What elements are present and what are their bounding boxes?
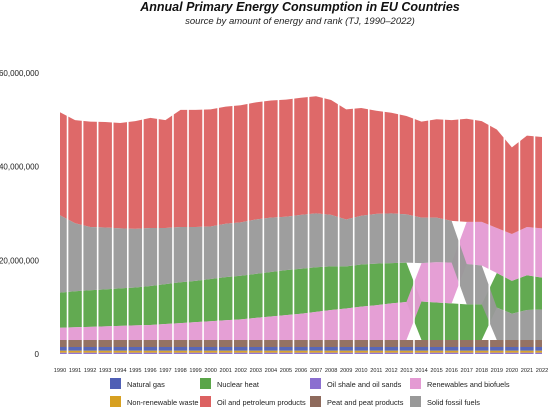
series-area-natural-gas	[60, 346, 542, 351]
y-tick-label: 20,000,000	[0, 256, 40, 265]
x-tick-label: 2016	[445, 368, 457, 374]
series-area-oil-and-petroleum-products	[60, 96, 542, 235]
y-tick-label: 60,000,000	[0, 69, 40, 78]
x-tick-label: 2017	[460, 368, 472, 374]
x-tick-label: 2008	[325, 368, 337, 374]
series-area-nuclear-heat	[60, 262, 542, 340]
year-column-separators	[66, 26, 536, 354]
x-tick-label: 2014	[415, 368, 427, 374]
x-tick-label: 2010	[355, 368, 367, 374]
x-tick-label: 2002	[235, 368, 247, 374]
area-layers	[60, 96, 542, 354]
legend-swatch	[200, 378, 211, 389]
legend-item-oil-shale-and-oil-sands: Oil shale and oil sands	[310, 378, 402, 389]
x-tick-label: 1999	[189, 368, 201, 374]
series-area-solid-fossil-fuels	[60, 213, 542, 340]
x-tick-label: 2013	[400, 368, 412, 374]
legend-label: Non-renewable waste	[127, 398, 198, 407]
legend-swatch	[110, 396, 121, 407]
x-tick-label: 2021	[521, 368, 533, 374]
series-area-renewables-and-biofuels	[60, 221, 542, 340]
x-tick-label: 2019	[491, 368, 503, 374]
legend-item-nuclear-heat: Nuclear heat	[200, 378, 259, 389]
legend-item-non-renewable-waste: Non-renewable waste	[110, 396, 198, 407]
legend-label: Nuclear heat	[217, 380, 259, 389]
chart-subtitle: source by amount of energy and rank (TJ,…	[185, 16, 415, 27]
legend-swatch	[410, 396, 421, 407]
legend-label: Oil and petroleum products	[217, 398, 306, 407]
x-tick-label: 2011	[370, 368, 382, 374]
x-tick-label: 2018	[476, 368, 488, 374]
legend-item-natural-gas: Natural gas	[110, 378, 165, 389]
x-tick-label: 2004	[265, 368, 277, 374]
legend-swatch	[410, 378, 421, 389]
legend-swatch	[310, 396, 321, 407]
legend-label: Peat and peat products	[327, 398, 404, 407]
legend: Natural gas Nuclear heat Oil shale and oil…	[110, 378, 510, 407]
x-tick-label: 1993	[99, 368, 111, 374]
series-area-oil-shale-and-oil-sands	[60, 352, 542, 354]
x-tick-label: 2000	[204, 368, 216, 374]
x-tick-label: 2003	[250, 368, 262, 374]
x-tick-label: 2007	[310, 368, 322, 374]
x-tick-label: 2012	[385, 368, 397, 374]
chart-title: Annual Primary Energy Consumption in EU …	[139, 0, 460, 14]
x-tick-label: 2001	[219, 368, 231, 374]
x-tick-label: 2005	[280, 368, 292, 374]
x-tick-label: 1997	[159, 368, 171, 374]
x-tick-label: 1996	[144, 368, 156, 374]
x-tick-label: 2022	[536, 368, 548, 374]
x-tick-label: 2020	[506, 368, 518, 374]
legend-item-renewables-and-biofuels: Renewables and biofuels	[410, 378, 510, 389]
x-axis: 1990 1991 1992 1993 1994 1995 1996 1997 1998 1999…	[54, 368, 548, 374]
y-tick-label: 40,000,000	[0, 163, 40, 172]
legend-item-oil-and-petroleum-products: Oil and petroleum products	[200, 396, 306, 407]
legend-swatch	[110, 378, 121, 389]
y-axis: 0 20,000,000 40,000,000 60,000,000	[0, 69, 40, 359]
x-tick-label: 2015	[430, 368, 442, 374]
series-area-peat-and-peat-products	[60, 339, 542, 347]
legend-swatch	[200, 396, 211, 407]
x-tick-label: 1995	[129, 368, 141, 374]
x-tick-label: 1991	[69, 368, 81, 374]
x-tick-label: 1994	[114, 368, 126, 374]
x-tick-label: 1992	[84, 368, 96, 374]
series-area-non-renewable-waste	[60, 350, 542, 353]
x-tick-label: 2006	[295, 368, 307, 374]
x-tick-label: 1998	[174, 368, 186, 374]
legend-label: Renewables and biofuels	[427, 380, 510, 389]
x-tick-label: 2009	[340, 368, 352, 374]
y-tick-label: 0	[35, 350, 40, 359]
legend-label: Oil shale and oil sands	[327, 380, 402, 389]
legend-item-solid-fossil-fuels: Solid fossil fuels	[410, 396, 480, 407]
x-tick-label: 1990	[54, 368, 66, 374]
legend-label: Natural gas	[127, 380, 165, 389]
legend-swatch	[310, 378, 321, 389]
legend-label: Solid fossil fuels	[427, 398, 480, 407]
legend-item-peat-and-peat-products: Peat and peat products	[310, 396, 404, 407]
